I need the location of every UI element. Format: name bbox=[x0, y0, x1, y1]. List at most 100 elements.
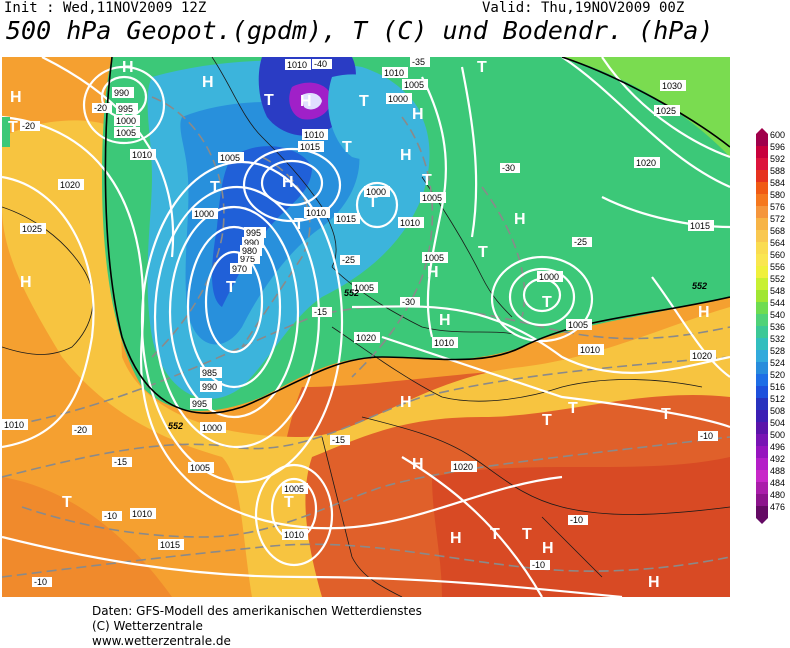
system-label: T bbox=[210, 179, 220, 196]
system-label: H bbox=[648, 574, 660, 591]
scale-label: 508 bbox=[770, 406, 785, 416]
scale-label: 484 bbox=[770, 478, 785, 488]
scale-top-arrow bbox=[756, 128, 768, 134]
system-label: T bbox=[422, 172, 432, 189]
isobar-label: 1015 bbox=[300, 142, 320, 152]
scale-label: 568 bbox=[770, 226, 785, 236]
isobar-label: 1010 bbox=[434, 338, 454, 348]
svg-text:T: T bbox=[62, 494, 72, 511]
scale-label: 572 bbox=[770, 214, 785, 224]
svg-text:-10: -10 bbox=[532, 560, 545, 570]
scale-swatch bbox=[756, 434, 768, 446]
isobar-label: 1010 bbox=[304, 130, 324, 140]
scale-swatch bbox=[756, 314, 768, 326]
isobar-label: 1005 bbox=[404, 80, 424, 90]
isobar-label: 1015 bbox=[160, 540, 180, 550]
scale-swatch bbox=[756, 170, 768, 182]
isobar-label: 1010 bbox=[580, 345, 600, 355]
scale-label: 524 bbox=[770, 358, 785, 368]
scale-label: 492 bbox=[770, 454, 785, 464]
scale-swatch bbox=[756, 494, 768, 506]
scale-bottom-arrow bbox=[756, 518, 768, 524]
temperature-label: -30 bbox=[502, 163, 515, 173]
isobar-label: 990 bbox=[202, 382, 217, 392]
isobar-label: 1005 bbox=[422, 193, 442, 203]
isobar-label: 1005 bbox=[424, 253, 444, 263]
scale-label: 588 bbox=[770, 166, 785, 176]
isobar-label: 1005 bbox=[116, 128, 136, 138]
scale-swatch bbox=[756, 278, 768, 290]
field-hottest bbox=[432, 457, 730, 597]
isobar-label: 1010 bbox=[132, 509, 152, 519]
system-label: T bbox=[478, 244, 488, 261]
system-label: H bbox=[282, 174, 294, 191]
isobar-label: 1020 bbox=[356, 333, 376, 343]
isobar-label: 1020 bbox=[453, 462, 473, 472]
system-label: T bbox=[264, 92, 274, 109]
field-sw bbox=[2, 477, 172, 597]
isobar-label: 1015 bbox=[690, 221, 710, 231]
isobar-label: 1015 bbox=[336, 214, 356, 224]
isobar-label: 990 bbox=[244, 238, 259, 248]
scale-label: 576 bbox=[770, 202, 785, 212]
isobar-label: 1005 bbox=[220, 153, 240, 163]
isobar-label: 995 bbox=[192, 399, 207, 409]
scale-swatch bbox=[756, 182, 768, 194]
isobar-label: 1005 bbox=[354, 283, 374, 293]
scale-label: 532 bbox=[770, 334, 785, 344]
temperature-label: -10 bbox=[570, 515, 583, 525]
isobar-label: 985 bbox=[202, 368, 217, 378]
isobar-label: 1020 bbox=[60, 180, 80, 190]
temperature-label: -15 bbox=[332, 435, 345, 445]
scale-label: 544 bbox=[770, 298, 785, 308]
isobar-label: 1030 bbox=[662, 81, 682, 91]
scale-swatch bbox=[756, 254, 768, 266]
system-label: T bbox=[8, 119, 18, 136]
pressure-system-labels: H T H T H T T H H T T H T T H T H H T H … bbox=[8, 59, 710, 591]
isobar-label: 995 bbox=[118, 104, 133, 114]
svg-text:-10: -10 bbox=[34, 577, 47, 587]
svg-text:T: T bbox=[522, 526, 532, 543]
scale-label: 600 bbox=[770, 130, 785, 140]
isobar-label: 1010 bbox=[306, 208, 326, 218]
scale-swatch bbox=[756, 146, 768, 158]
init-time: Init : Wed,11NOV2009 12Z bbox=[4, 0, 207, 16]
temperature-label: -25 bbox=[342, 255, 355, 265]
scale-swatch bbox=[756, 266, 768, 278]
system-label: H bbox=[20, 274, 32, 291]
website: www.wetterzentrale.de bbox=[92, 634, 231, 648]
svg-text:-10: -10 bbox=[104, 511, 117, 521]
temperature-value-labels: -40 -35 -30 -25 -20 -15 -10 -30 -25 -20 … bbox=[20, 57, 718, 587]
field-yellow bbox=[2, 120, 730, 597]
isobar-label: 1005 bbox=[568, 320, 588, 330]
scale-swatch bbox=[756, 350, 768, 362]
isobar-label: 1010 bbox=[284, 530, 304, 540]
scale-swatch bbox=[756, 386, 768, 398]
system-label: T bbox=[477, 59, 487, 76]
scale-label: 528 bbox=[770, 346, 785, 356]
svg-text:-30: -30 bbox=[402, 297, 415, 307]
isobar-label: 1005 bbox=[284, 484, 304, 494]
temperature-label: -40 bbox=[314, 59, 327, 69]
svg-text:-20: -20 bbox=[22, 121, 35, 131]
scale-swatch bbox=[756, 458, 768, 470]
copyright: (C) Wetterzentrale bbox=[92, 619, 203, 633]
system-label: H bbox=[514, 211, 526, 228]
scale-label: 516 bbox=[770, 382, 785, 392]
system-label: H bbox=[450, 530, 462, 547]
scale-swatch bbox=[756, 482, 768, 494]
temperature-label: -20 bbox=[94, 103, 107, 113]
scale-label: 556 bbox=[770, 262, 785, 272]
system-label: H bbox=[300, 93, 312, 110]
isobar-label: 1025 bbox=[22, 224, 42, 234]
system-label: H bbox=[412, 106, 424, 123]
scale-swatch bbox=[756, 242, 768, 254]
height-label: 552 bbox=[168, 421, 183, 431]
height-552-labels: 552 552 552 bbox=[168, 281, 707, 431]
isobar-label: 1020 bbox=[636, 158, 656, 168]
system-label: T bbox=[359, 93, 369, 110]
data-source: Daten: GFS-Modell des amerikanischen Wet… bbox=[92, 604, 422, 618]
svg-text:-15: -15 bbox=[314, 307, 327, 317]
isobar-label: 1010 bbox=[400, 218, 420, 228]
isobar-label: 980 bbox=[242, 246, 257, 256]
